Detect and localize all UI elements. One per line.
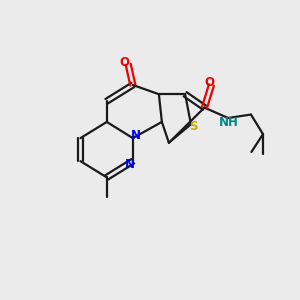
Text: O: O (119, 56, 129, 69)
Text: NH: NH (219, 116, 239, 129)
Text: N: N (130, 129, 141, 142)
Text: N: N (125, 158, 135, 171)
Text: O: O (204, 76, 214, 89)
Text: S: S (189, 120, 197, 133)
